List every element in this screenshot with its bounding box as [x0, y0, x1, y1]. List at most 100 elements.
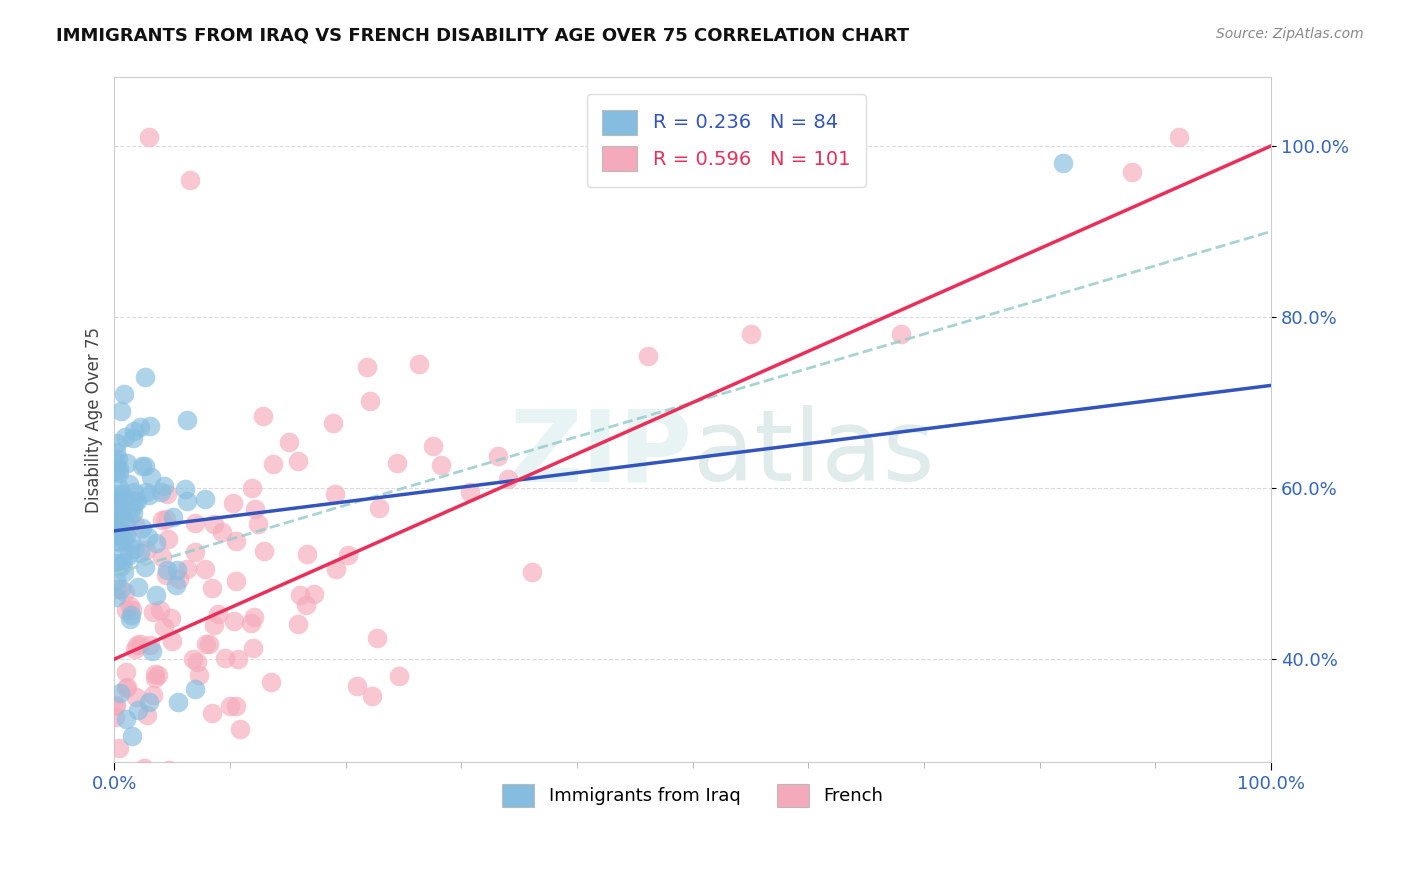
Text: Source: ZipAtlas.com: Source: ZipAtlas.com [1216, 27, 1364, 41]
Point [890, 327, 912, 342]
Point [460, 484, 482, 499]
Point [129, 420, 152, 434]
Point [225, 574, 247, 588]
Text: IMMIGRANTS FROM IRAQ VS FRENCH DISABILITY AGE OVER 75 CORRELATION CHART: IMMIGRANTS FROM IRAQ VS FRENCH DISABILIT… [56, 27, 910, 45]
Point [179, 173, 201, 187]
Point [111, 491, 134, 506]
Point [112, 387, 135, 401]
Point [150, 484, 173, 499]
Point [287, 616, 309, 631]
Point [197, 637, 219, 651]
Point [114, 429, 136, 443]
Point [366, 632, 388, 646]
Point [104, 710, 127, 724]
Point [104, 454, 127, 468]
Point [356, 359, 378, 374]
Point [202, 516, 225, 531]
Point [323, 487, 346, 501]
Point [194, 561, 217, 575]
Point [388, 669, 411, 683]
Point [153, 478, 176, 492]
Point [134, 560, 156, 574]
Point [122, 425, 145, 439]
Point [108, 481, 131, 495]
Point [128, 636, 150, 650]
Point [107, 500, 129, 515]
Point [105, 698, 128, 712]
Point [496, 472, 519, 486]
Point [167, 572, 190, 586]
Point [138, 418, 160, 433]
Point [105, 573, 128, 587]
Point [288, 588, 311, 602]
Point [105, 435, 128, 450]
Point [143, 671, 166, 685]
Point [207, 607, 229, 621]
Point [149, 603, 172, 617]
Point [115, 456, 138, 470]
Point [1121, 164, 1143, 178]
Point [247, 516, 270, 531]
Point [105, 582, 128, 596]
Point [105, 524, 128, 539]
Point [120, 608, 142, 623]
Point [108, 516, 131, 531]
Point [138, 488, 160, 502]
Point [295, 598, 318, 612]
Point [108, 534, 131, 549]
Point [200, 706, 222, 720]
Point [105, 591, 128, 605]
Point [187, 668, 209, 682]
Point [408, 357, 430, 371]
Point [115, 680, 138, 694]
Legend: Immigrants from Iraq, French: Immigrants from Iraq, French [495, 777, 891, 814]
Point [740, 327, 762, 342]
Point [262, 457, 284, 471]
Point [104, 464, 127, 478]
Point [118, 477, 141, 491]
Point [107, 808, 129, 822]
Point [122, 499, 145, 513]
Point [142, 688, 165, 702]
Point [145, 588, 167, 602]
Point [181, 652, 204, 666]
Point [124, 641, 146, 656]
Point [125, 494, 148, 508]
Point [150, 550, 173, 565]
Point [159, 611, 181, 625]
Point [136, 530, 159, 544]
Point [153, 620, 176, 634]
Point [122, 431, 145, 445]
Point [243, 502, 266, 516]
Text: ZIP: ZIP [510, 405, 693, 502]
Point [637, 349, 659, 363]
Point [253, 544, 276, 558]
Point [115, 528, 138, 542]
Point [287, 454, 309, 468]
Point [143, 667, 166, 681]
Point [225, 698, 247, 713]
Point [486, 449, 509, 463]
Point [135, 484, 157, 499]
Point [141, 470, 163, 484]
Point [325, 562, 347, 576]
Point [104, 464, 127, 478]
Point [125, 690, 148, 704]
Y-axis label: Disability Age Over 75: Disability Age Over 75 [86, 326, 103, 513]
Point [156, 563, 179, 577]
Point [104, 516, 127, 530]
Point [522, 565, 544, 579]
Point [111, 555, 134, 569]
Point [141, 605, 163, 619]
Point [135, 708, 157, 723]
Point [195, 636, 218, 650]
Point [129, 546, 152, 560]
Point [107, 524, 129, 538]
Point [103, 557, 125, 571]
Point [107, 508, 129, 522]
Point [104, 699, 127, 714]
Point [112, 493, 135, 508]
Point [110, 486, 132, 500]
Point [186, 655, 208, 669]
Point [118, 612, 141, 626]
